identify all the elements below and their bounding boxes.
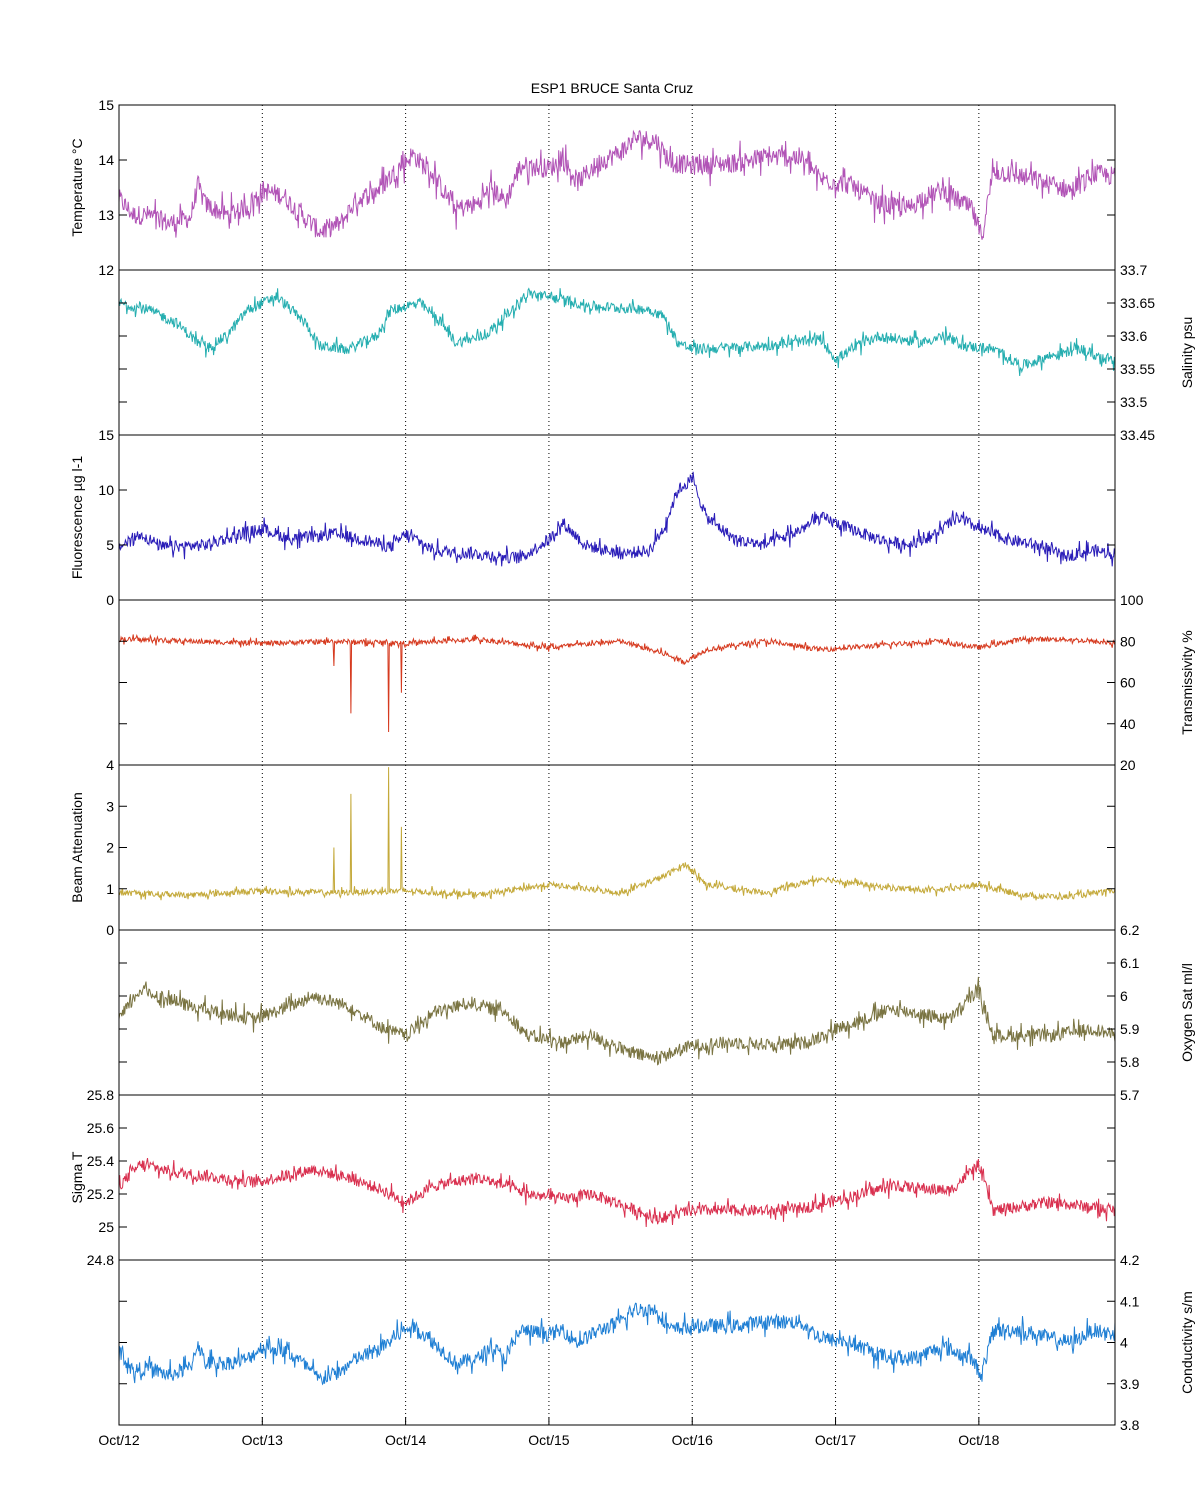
- fluorescence-tick-label: 15: [98, 427, 114, 443]
- x-tick-label: Oct/17: [815, 1432, 856, 1448]
- salinity-series-line: [118, 287, 1116, 377]
- fluorescence-axis-label: Fluorescence µg l-1: [69, 456, 85, 579]
- axis-labels: Oct/12 Oct/13 Oct/14 Oct/15 Oct/16 Oct/17 Oct/…: [69, 97, 1195, 1448]
- sigma_t-tick-label: 25.8: [87, 1087, 114, 1103]
- x-tick-label: Oct/14: [385, 1432, 426, 1448]
- conductivity-tick-label: 3.8: [1120, 1417, 1140, 1433]
- transmissivity-axis-label: Transmissivity %: [1179, 630, 1195, 735]
- series-layer: [118, 129, 1116, 1386]
- salinity-tick-label: 33.7: [1120, 262, 1147, 278]
- salinity-tick-label: 33.45: [1120, 427, 1155, 443]
- beam_attenuation-tick-label: 1: [106, 881, 114, 897]
- conductivity-tick-label: 4: [1120, 1335, 1128, 1351]
- salinity-tick-label: 33.65: [1120, 295, 1155, 311]
- transmissivity-series-line: [118, 633, 1116, 733]
- temperature-tick-label: 13: [98, 207, 114, 223]
- salinity-tick-label: 33.5: [1120, 394, 1147, 410]
- conductivity-tick-label: 4.2: [1120, 1252, 1140, 1268]
- salinity-axis-label: Salinity psu: [1179, 317, 1195, 389]
- sigma_t-tick-label: 25.6: [87, 1120, 114, 1136]
- sigma_t-axis-label: Sigma T: [69, 1151, 85, 1203]
- transmissivity-tick-label: 40: [1120, 716, 1136, 732]
- temperature-tick-label: 14: [98, 152, 114, 168]
- transmissivity-tick-label: 20: [1120, 757, 1136, 773]
- conductivity-tick-label: 4.1: [1120, 1293, 1140, 1309]
- x-tick-label: Oct/15: [528, 1432, 569, 1448]
- beam_attenuation-tick-label: 2: [106, 840, 114, 856]
- temperature-series-line: [118, 129, 1116, 240]
- conductivity-axis-label: Conductivity s/m: [1179, 1291, 1195, 1394]
- fluorescence-tick-label: 10: [98, 482, 114, 498]
- beam_attenuation-tick-label: 0: [106, 922, 114, 938]
- sigma_t-series-line: [118, 1158, 1116, 1228]
- temperature-tick-label: 12: [98, 262, 114, 278]
- oxygen_sat-tick-label: 5.8: [1120, 1054, 1140, 1070]
- beam_attenuation-axis-label: Beam Attenuation: [69, 792, 85, 903]
- oxygen_sat-series-line: [118, 976, 1116, 1066]
- fluorescence-series-line: [118, 471, 1116, 567]
- axes-frame: [118, 104, 1116, 1426]
- transmissivity-tick-label: 60: [1120, 675, 1136, 691]
- oxygen_sat-tick-label: 6: [1120, 988, 1128, 1004]
- chart-title: ESP1 BRUCE Santa Cruz: [531, 80, 694, 96]
- conductivity-tick-label: 3.9: [1120, 1376, 1140, 1392]
- fluorescence-tick-label: 0: [106, 592, 114, 608]
- sigma_t-tick-label: 25.2: [87, 1186, 114, 1202]
- temperature-axis-label: Temperature °C: [69, 138, 85, 236]
- sigma_t-tick-label: 25.4: [87, 1153, 114, 1169]
- salinity-tick-label: 33.6: [1120, 328, 1147, 344]
- oxygen_sat-tick-label: 5.7: [1120, 1087, 1140, 1103]
- x-tick-label: Oct/13: [242, 1432, 283, 1448]
- beam_attenuation-tick-label: 3: [106, 798, 114, 814]
- oxygen_sat-axis-label: Oxygen Sat ml/l: [1179, 963, 1195, 1062]
- temperature-tick-label: 15: [98, 97, 114, 113]
- transmissivity-tick-label: 100: [1120, 592, 1144, 608]
- fluorescence-tick-label: 5: [106, 537, 114, 553]
- sigma_t-tick-label: 25: [98, 1219, 114, 1235]
- oxygen_sat-tick-label: 6.1: [1120, 955, 1140, 971]
- conductivity-series-line: [118, 1302, 1116, 1386]
- salinity-tick-label: 33.55: [1120, 361, 1155, 377]
- sigma_t-tick-label: 24.8: [87, 1252, 114, 1268]
- x-tick-label: Oct/12: [98, 1432, 139, 1448]
- beam_attenuation-tick-label: 4: [106, 757, 114, 773]
- transmissivity-tick-label: 80: [1120, 633, 1136, 649]
- oxygen_sat-tick-label: 5.9: [1120, 1021, 1140, 1037]
- x-tick-label: Oct/18: [958, 1432, 999, 1448]
- beam_attenuation-series-line: [118, 767, 1116, 901]
- x-tick-label: Oct/16: [672, 1432, 713, 1448]
- oxygen_sat-tick-label: 6.2: [1120, 922, 1140, 938]
